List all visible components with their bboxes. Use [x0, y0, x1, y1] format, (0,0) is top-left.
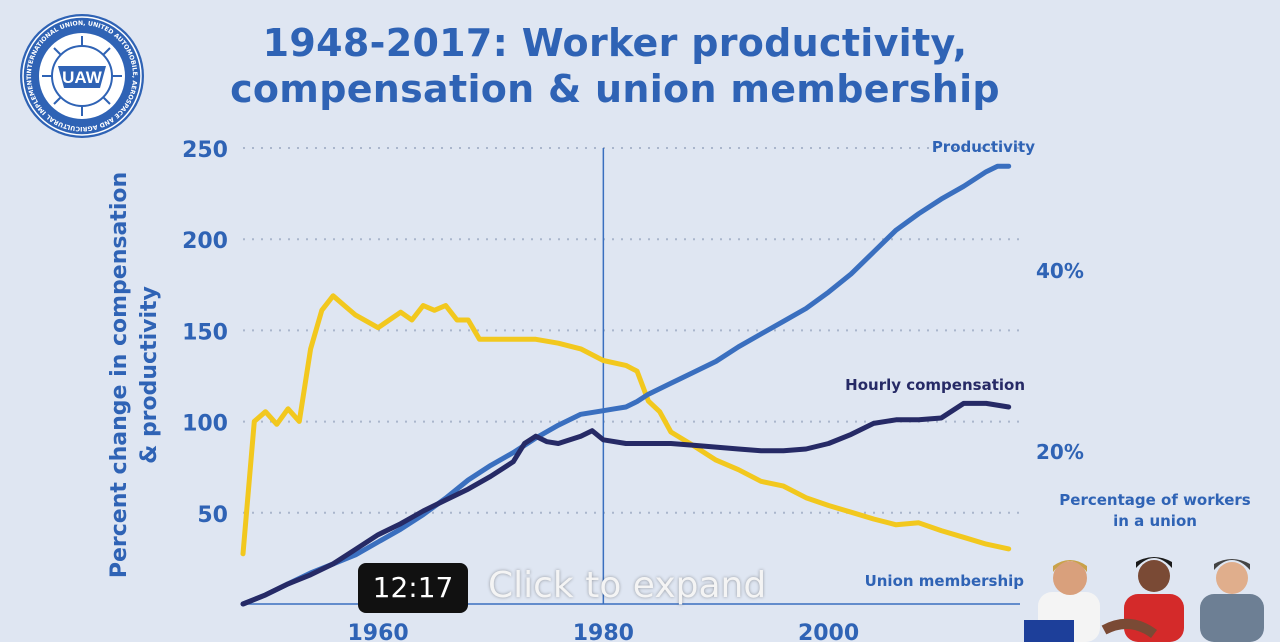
- hourly-compensation-label: Hourly compensation: [845, 376, 1025, 394]
- union-axis-title-line-2: in a union: [1113, 512, 1197, 530]
- x-tick-labels: 1960 1980 2000: [348, 621, 860, 642]
- presenters-thumbnail: [1024, 557, 1264, 642]
- series-lines: [240, 163, 1012, 607]
- x-tick-1960: 1960: [348, 621, 409, 642]
- union-membership-line: [240, 293, 1012, 557]
- right-axis-label-20: 20%: [1036, 440, 1084, 464]
- click-to-expand-button[interactable]: Click to expand: [488, 565, 767, 606]
- x-tick-2000: 2000: [798, 621, 859, 642]
- uaw-logo: UAW INTERNATIONAL UNION, UNITED AUTOMOBI…: [18, 12, 144, 138]
- y-tick-150: 150: [182, 320, 228, 345]
- y-tick-50: 50: [197, 503, 228, 528]
- y-tick-100: 100: [182, 412, 228, 437]
- union-axis-title-line-1: Percentage of workers: [1059, 491, 1251, 509]
- title-line-1: 1948-2017: Worker productivity,: [262, 21, 968, 65]
- logo-text: UAW: [62, 68, 103, 87]
- grid-lines: [243, 147, 1020, 514]
- presenter-left: [1024, 560, 1100, 642]
- x-tick-1980: 1980: [573, 621, 634, 642]
- productivity-line: [240, 163, 1012, 607]
- productivity-label: Productivity: [932, 138, 1035, 156]
- union-axis-title: Percentage of workers in a union: [1050, 490, 1260, 532]
- hourly-compensation-line: [240, 400, 1012, 607]
- chart-title: 1948-2017: Worker productivity, compensa…: [200, 20, 1030, 112]
- y-tick-labels: 50 100 150 200 250: [182, 138, 228, 528]
- right-axis-label-40: 40%: [1036, 259, 1084, 283]
- y-tick-250: 250: [182, 138, 228, 163]
- title-line-2: compensation & union membership: [230, 67, 1000, 111]
- y-tick-200: 200: [182, 229, 228, 254]
- union-membership-label: Union membership: [865, 572, 1025, 590]
- video-timestamp: 12:17: [358, 563, 468, 613]
- presenter-center: [1101, 557, 1184, 642]
- presenter-right: [1200, 559, 1264, 642]
